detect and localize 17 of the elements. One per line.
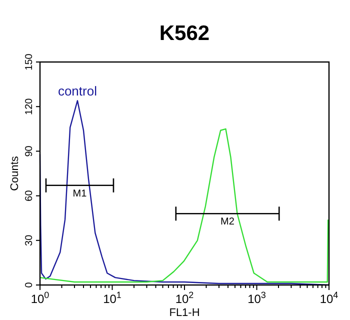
chart-title: K562 — [159, 22, 210, 45]
x-tick-label: 10$^{1}$ — [103, 290, 122, 306]
x-tick-label: 10$^{3}$ — [248, 290, 266, 306]
x-axis-title: FL1-H — [169, 307, 200, 319]
series-label: M1 — [72, 188, 88, 200]
x-tick-label: 10$^{0}$ — [30, 290, 50, 306]
y-tick-label: 90 — [24, 145, 35, 157]
y-tick-label: 120 — [24, 98, 35, 115]
series-label: M2 — [220, 216, 235, 228]
x-tick-label: 10$^{2}$ — [175, 290, 194, 306]
y-tick-label: 0 — [24, 282, 35, 288]
x-tick-label: 10$^{4}$ — [320, 290, 338, 306]
series-label: control — [58, 84, 98, 99]
y-tick-label: 150 — [24, 53, 35, 70]
y-tick-label: 30 — [24, 234, 35, 246]
y-tick-label: 60 — [24, 190, 35, 202]
y-axis-title: Counts — [9, 156, 21, 191]
